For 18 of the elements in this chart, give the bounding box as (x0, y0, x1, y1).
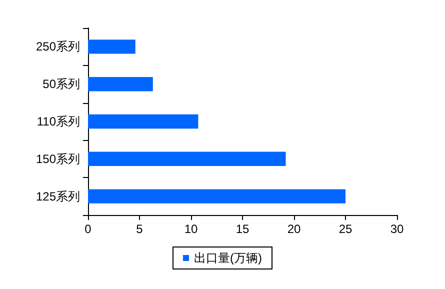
x-tick-label: 30 (390, 222, 404, 236)
bar (88, 189, 346, 204)
x-tick-label: 15 (236, 222, 250, 236)
bar (88, 114, 198, 129)
bar (88, 40, 136, 54)
x-tick-label: 10 (184, 222, 198, 236)
y-tick-label: 50系列 (42, 77, 80, 92)
legend-label: 出口量(万辆) (194, 251, 262, 265)
y-tick-label: 150系列 (36, 152, 80, 166)
bar (88, 76, 153, 92)
y-tick-label: 250系列 (36, 40, 80, 54)
x-tick-label: 0 (84, 222, 92, 236)
y-tick-label: 125系列 (36, 189, 80, 204)
x-tick-label: 20 (287, 222, 301, 236)
y-tick-label: 110系列 (36, 114, 80, 128)
bar (88, 152, 286, 166)
x-tick-label: 5 (136, 222, 144, 236)
x-tick-label: 25 (338, 222, 352, 236)
